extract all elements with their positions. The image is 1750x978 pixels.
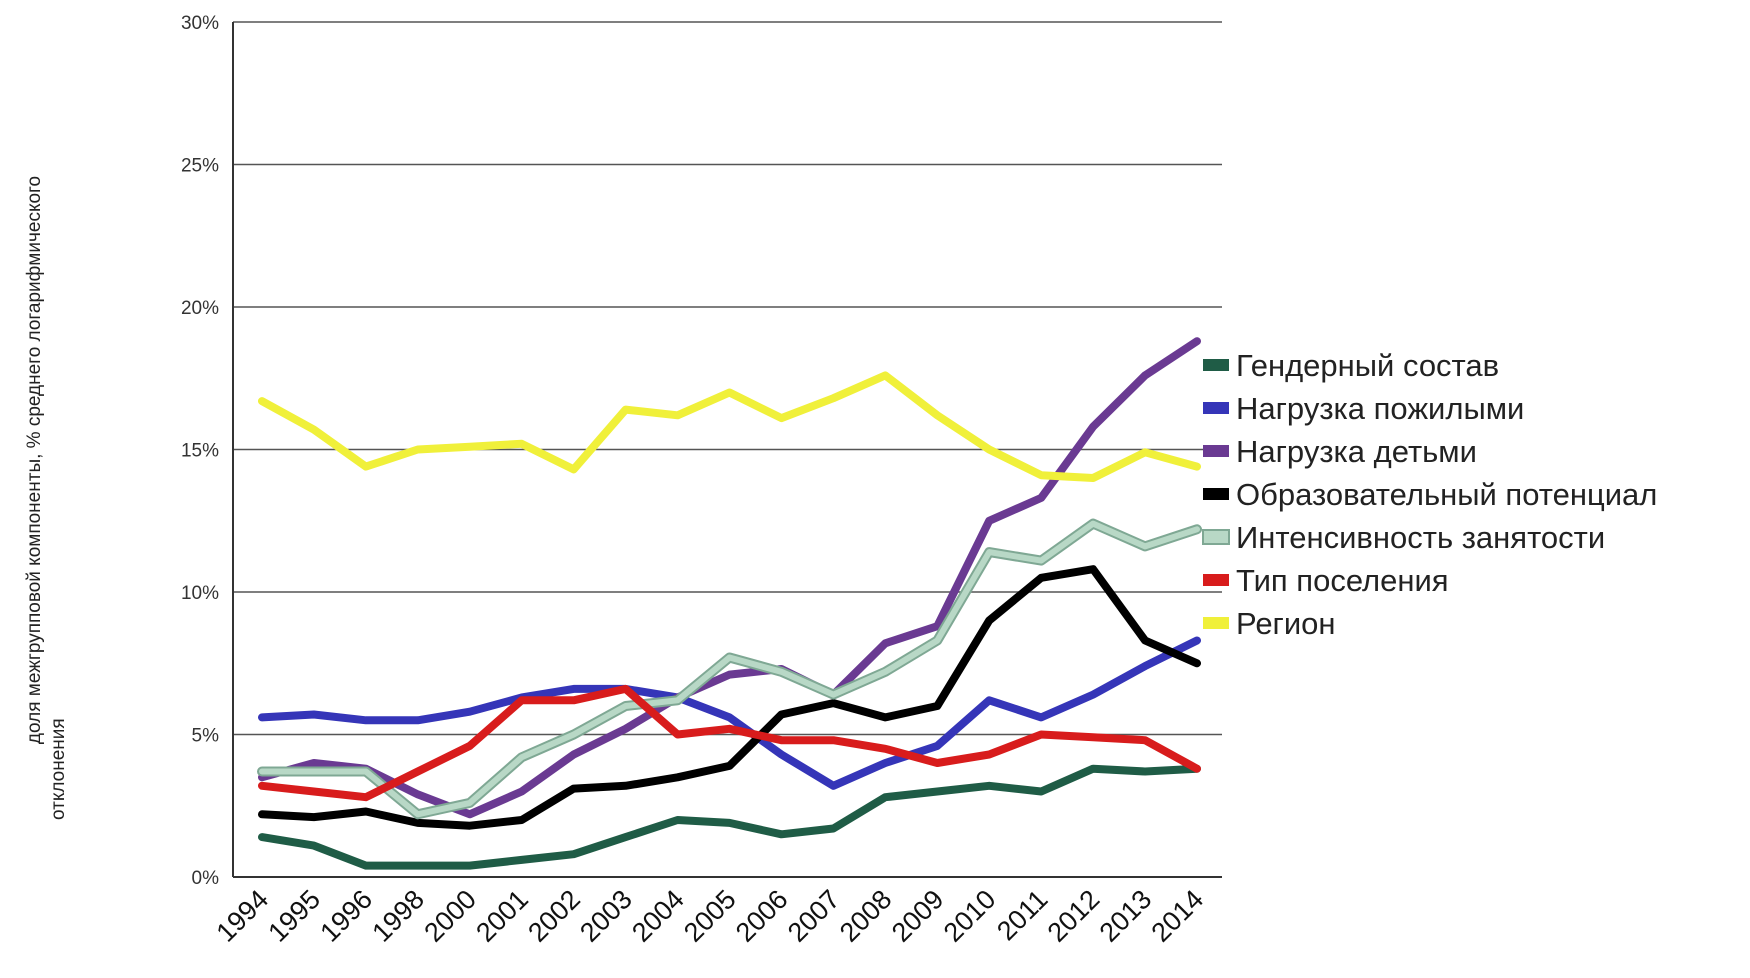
x-tick-label: 1998: [366, 884, 430, 948]
series-line-outline: [257, 518, 1202, 820]
y-tick-label: 10%: [181, 583, 219, 604]
x-tick-label: 2012: [1042, 884, 1106, 948]
x-axis-ticks: 1994199519961998200020012002200320042005…: [211, 884, 1210, 948]
y-tick-label: 20%: [181, 298, 219, 319]
y-axis-label-line-1: доля межгрупповой компоненты, % среднего…: [24, 176, 45, 744]
legend-swatch: [1202, 529, 1230, 545]
x-tick-label: 2008: [834, 884, 898, 948]
series-line: [258, 684, 1201, 802]
x-tick-label: 2002: [522, 884, 586, 948]
y-tick-label: 30%: [181, 13, 219, 34]
x-tick-label: 2014: [1146, 884, 1210, 948]
legend-swatch: [1203, 617, 1229, 629]
legend-label: Интенсивность занятости: [1236, 520, 1605, 555]
x-tick-label: 2011: [991, 884, 1053, 946]
series-line: [258, 337, 1201, 819]
series-line: [258, 371, 1201, 482]
x-tick-label: 2006: [730, 884, 794, 948]
x-tick-label: 2007: [782, 884, 846, 948]
legend-label: Образовательный потенциал: [1236, 477, 1657, 512]
series-line: [259, 520, 1200, 818]
series-line: [258, 565, 1201, 830]
x-tick-label: 2013: [1094, 884, 1158, 948]
legend-label: Регион: [1236, 606, 1336, 641]
x-tick-label: 2005: [678, 884, 742, 948]
x-tick-label: 2004: [626, 884, 690, 948]
x-tick-label: 2000: [418, 884, 482, 948]
legend-swatch: [1203, 445, 1229, 457]
x-tick-label: 2003: [574, 884, 638, 948]
legend-label: Нагрузка детьми: [1236, 434, 1477, 469]
axes: [232, 22, 1222, 878]
y-tick-label: 25%: [181, 156, 219, 177]
x-tick-label: 1995: [262, 884, 326, 948]
gridlines: [233, 21, 1222, 736]
y-axis-title: доля межгрупповой компоненты, % среднего…: [24, 176, 69, 820]
series-line: [258, 636, 1201, 790]
legend-swatch: [1203, 488, 1229, 500]
y-tick-label: 5%: [192, 726, 220, 747]
y-axis-label-line-2: отклонения: [48, 718, 69, 820]
legend-label: Гендерный состав: [1236, 348, 1499, 383]
legend-swatch: [1203, 402, 1229, 414]
series-line: [258, 764, 1201, 870]
y-axis-ticks: 0% 5% 10% 15% 20% 25% 30%: [181, 13, 219, 889]
x-tick-label: 2009: [886, 884, 950, 948]
legend: Гендерный состав Нагрузка пожилыми Нагрузк…: [1202, 348, 1657, 641]
legend-swatch: [1203, 359, 1229, 371]
y-tick-label: 15%: [181, 441, 219, 462]
legend-label: Нагрузка пожилыми: [1236, 391, 1524, 426]
legend-swatch: [1203, 574, 1229, 586]
series-lines: [257, 337, 1202, 870]
x-tick-label: 2001: [470, 884, 534, 948]
x-tick-label: 2010: [938, 884, 1002, 948]
y-tick-label: 0%: [192, 868, 220, 889]
x-tick-label: 1994: [211, 884, 275, 948]
legend-label: Тип поселения: [1236, 563, 1449, 598]
x-tick-label: 1996: [314, 884, 378, 948]
